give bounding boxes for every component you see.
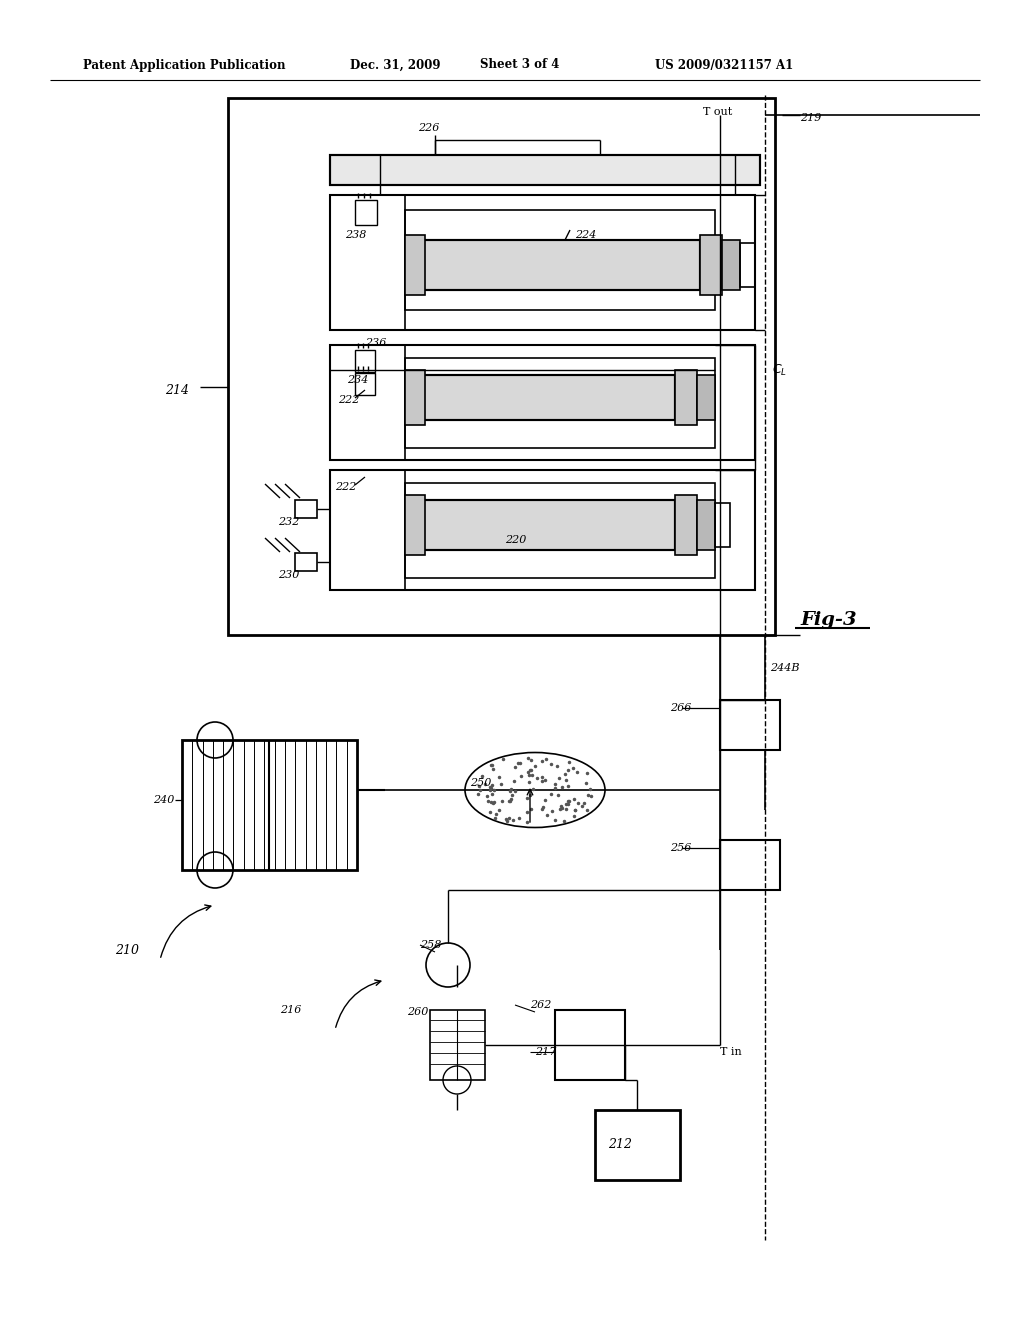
Text: 232: 232	[278, 517, 299, 527]
Bar	[715, 503, 730, 546]
Bar	[406, 358, 715, 447]
Bar	[430, 1010, 485, 1080]
Bar	[355, 374, 375, 395]
Bar	[410, 375, 675, 420]
Text: 210: 210	[115, 944, 139, 957]
FancyArrowPatch shape	[161, 906, 211, 957]
Bar	[410, 500, 675, 550]
Bar	[355, 201, 377, 224]
Bar	[697, 375, 715, 420]
Bar	[697, 500, 715, 550]
Text: 260: 260	[407, 1007, 428, 1016]
Text: 212: 212	[608, 1138, 632, 1151]
Bar	[330, 195, 755, 330]
Text: 266: 266	[670, 704, 691, 713]
Bar	[406, 495, 425, 554]
Text: Dec. 31, 2009: Dec. 31, 2009	[350, 58, 440, 71]
Text: Fig-3: Fig-3	[800, 611, 857, 630]
Text: 219: 219	[800, 114, 821, 123]
Bar	[722, 240, 740, 290]
Bar	[410, 375, 675, 420]
Text: $C_L$: $C_L$	[772, 363, 787, 378]
Text: 230: 230	[278, 570, 299, 579]
Text: 258: 258	[420, 940, 441, 950]
Bar	[410, 500, 675, 550]
Text: 244B: 244B	[770, 663, 800, 673]
Bar	[330, 470, 755, 590]
Bar	[740, 243, 755, 286]
Bar	[675, 495, 697, 554]
Bar	[406, 235, 425, 294]
Bar	[330, 154, 760, 185]
Text: T out: T out	[703, 107, 732, 117]
Bar	[330, 345, 406, 459]
Bar	[330, 470, 406, 590]
Text: 216: 216	[280, 1005, 301, 1015]
Bar	[330, 345, 755, 459]
Bar	[720, 700, 780, 750]
Text: 222: 222	[335, 482, 356, 492]
Text: 238: 238	[345, 230, 367, 240]
Bar	[295, 500, 317, 517]
Text: 256: 256	[670, 843, 691, 853]
Text: 240: 240	[153, 795, 174, 805]
Text: 250: 250	[470, 777, 492, 788]
Text: Sheet 3 of 4: Sheet 3 of 4	[480, 58, 559, 71]
FancyArrowPatch shape	[336, 979, 381, 1027]
Bar	[406, 370, 425, 425]
Text: 236: 236	[365, 338, 386, 348]
Text: 262: 262	[530, 1001, 551, 1010]
Bar	[410, 240, 700, 290]
Text: 226: 226	[418, 123, 439, 133]
Bar	[228, 98, 775, 635]
Text: T in: T in	[720, 1047, 741, 1057]
Bar	[410, 240, 700, 290]
Text: 234: 234	[347, 375, 369, 385]
Bar	[406, 483, 715, 578]
Bar	[330, 154, 760, 185]
Text: 214: 214	[165, 384, 189, 396]
Bar	[720, 840, 780, 890]
Bar	[295, 553, 317, 572]
Bar	[330, 195, 406, 330]
Text: US 2009/0321157 A1: US 2009/0321157 A1	[655, 58, 794, 71]
Text: 220: 220	[505, 535, 526, 545]
Text: 224: 224	[575, 230, 596, 240]
Text: 217: 217	[535, 1047, 556, 1057]
Bar	[555, 1010, 625, 1080]
Bar	[406, 210, 715, 310]
Bar	[675, 370, 697, 425]
Text: Patent Application Publication: Patent Application Publication	[83, 58, 286, 71]
Bar	[182, 741, 357, 870]
Bar	[355, 350, 375, 372]
Bar	[700, 235, 722, 294]
Text: 222: 222	[338, 395, 359, 405]
Bar	[595, 1110, 680, 1180]
